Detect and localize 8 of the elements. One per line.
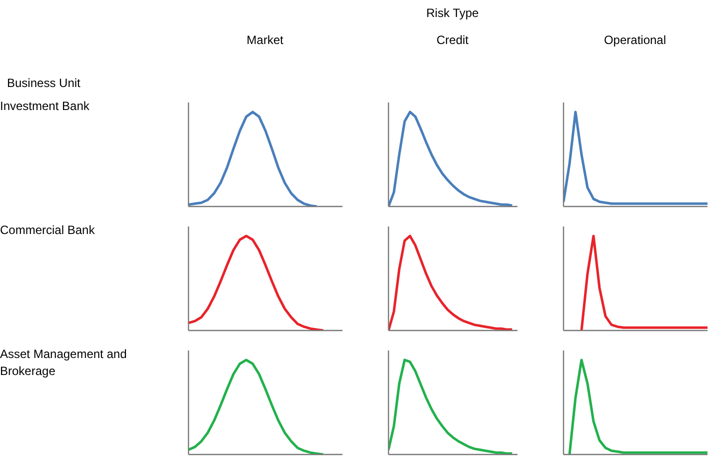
text: Risk Type <box>425 5 480 22</box>
chart-title: Operational <box>602 32 668 49</box>
chart-title: Market <box>246 32 284 49</box>
chart-title: Credit <box>435 32 470 49</box>
y-axis-title: Commercial Bank <box>0 222 95 239</box>
text: Business Unit <box>7 75 80 92</box>
y-axis-title: Investment Bank <box>0 98 90 115</box>
y-axis-title: Asset Management and Brokerage <box>0 346 128 380</box>
